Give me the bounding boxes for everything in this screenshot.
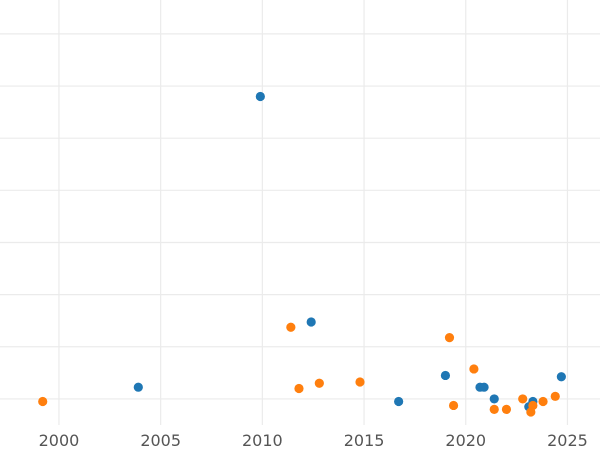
x-tick-label: 2025 bbox=[547, 431, 588, 450]
x-axis-tick-labels: 2000 2005 2010 2015 2020 2025 bbox=[39, 431, 588, 450]
x-tick-label: 2010 bbox=[242, 431, 283, 450]
blue-series-point bbox=[394, 396, 404, 407]
blue-series-point bbox=[440, 370, 451, 381]
orange-series-point bbox=[550, 391, 560, 401]
orange-series-point bbox=[38, 396, 48, 407]
orange-series-point bbox=[294, 383, 304, 394]
orange-series-point bbox=[489, 404, 499, 414]
orange-series-point bbox=[518, 394, 528, 404]
blue-series-point bbox=[255, 91, 265, 102]
orange-series-point bbox=[355, 377, 365, 387]
x-tick-label: 2015 bbox=[344, 431, 385, 450]
orange-series-point bbox=[538, 396, 548, 407]
orange-series-point bbox=[314, 378, 324, 388]
orange-series-point bbox=[448, 400, 459, 411]
orange-series-point bbox=[444, 333, 455, 343]
orange-series-point bbox=[469, 364, 479, 374]
x-tick-label: 2000 bbox=[39, 431, 80, 450]
orange-series-point bbox=[501, 404, 512, 414]
blue-series-point bbox=[133, 382, 143, 392]
x-tick-label: 2020 bbox=[445, 431, 486, 450]
orange-series-point bbox=[286, 322, 296, 332]
blue-series-point bbox=[306, 317, 316, 327]
grid bbox=[0, 0, 600, 425]
blue-series-point bbox=[479, 382, 489, 392]
data-points bbox=[38, 91, 566, 417]
blue-series-point bbox=[489, 394, 499, 404]
orange-series-point bbox=[528, 400, 538, 411]
x-tick-label: 2005 bbox=[140, 431, 181, 450]
blue-series-point bbox=[556, 372, 566, 382]
